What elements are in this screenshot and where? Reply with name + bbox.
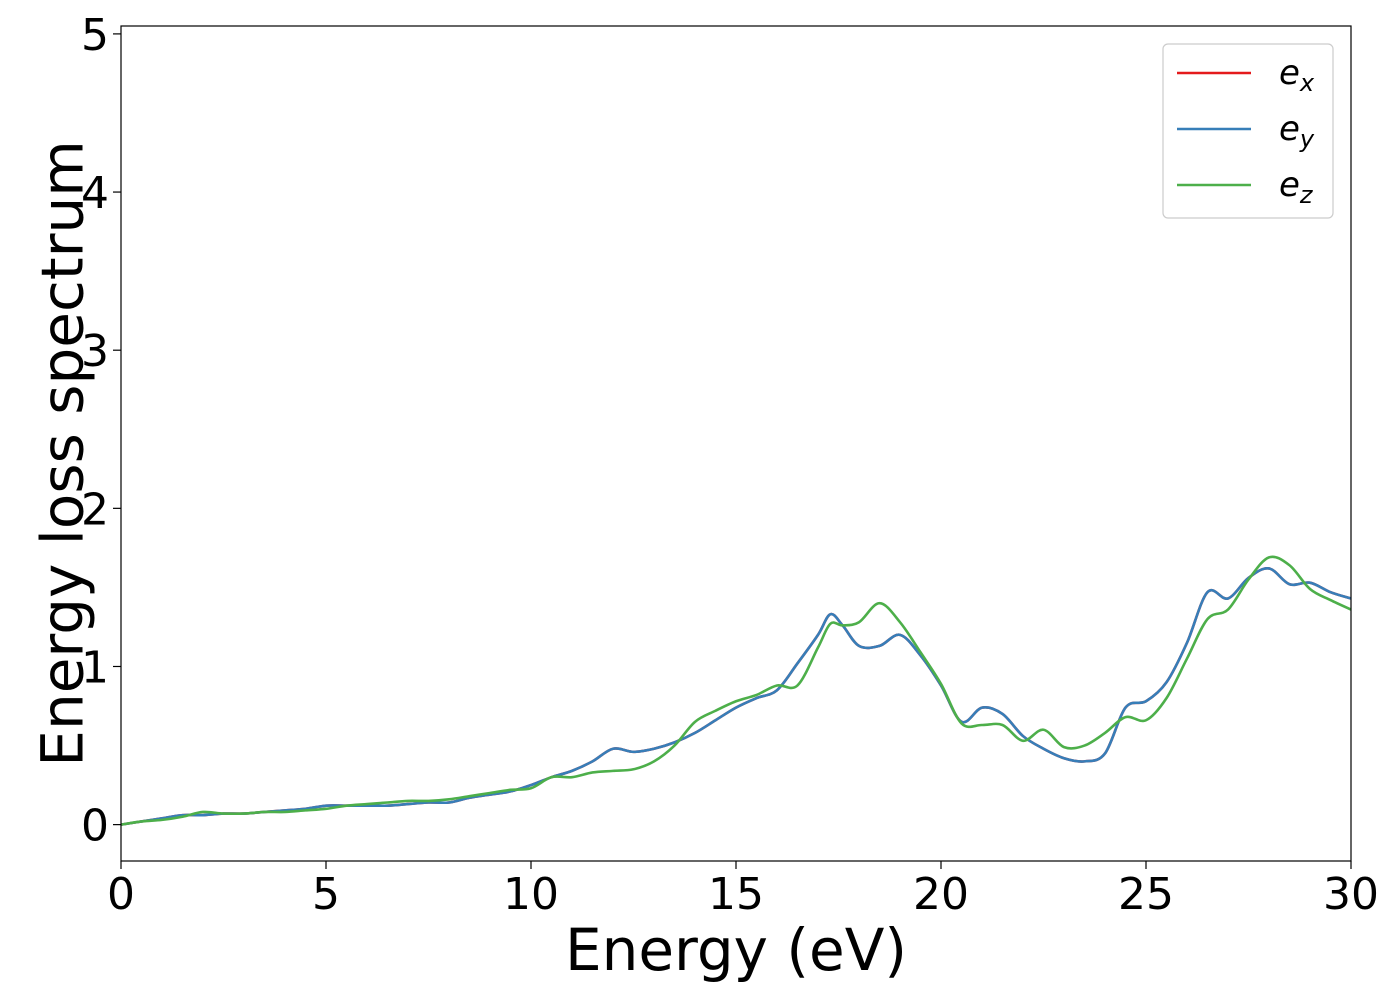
series-line-ez: [121, 555, 1351, 826]
y-tick-label: 3: [81, 326, 109, 377]
y-tick-label: 4: [81, 168, 109, 219]
y-tick-label: 0: [81, 801, 109, 852]
y-tick-label: 2: [81, 484, 109, 535]
x-tick-label: 0: [107, 869, 135, 920]
y-axis: 0 1 2 3 4 5: [81, 10, 121, 852]
series-line-ey: [121, 567, 1351, 826]
y-tick-label: 5: [81, 10, 109, 61]
x-tick-label: 15: [708, 869, 764, 920]
x-tick-label: 30: [1323, 869, 1379, 920]
legend-box: [1162, 43, 1334, 219]
legend: ex ey ez: [1162, 43, 1334, 219]
y-axis-label: Energy loss spectrum: [28, 140, 96, 766]
x-tick-label: 20: [913, 869, 969, 920]
x-axis: 0 5 10 15 20 25 30: [107, 861, 1379, 920]
x-tick-label: 10: [503, 869, 559, 920]
legend-label-ez: ez: [1279, 165, 1314, 209]
series-lines: [121, 555, 1351, 826]
legend-label-ex: ex: [1279, 53, 1315, 97]
x-tick-label: 25: [1118, 869, 1174, 920]
x-tick-label: 5: [312, 869, 340, 920]
legend-label-ey: ey: [1279, 109, 1315, 153]
y-tick-label: 1: [81, 642, 109, 693]
x-axis-label: Energy (eV): [565, 916, 907, 984]
